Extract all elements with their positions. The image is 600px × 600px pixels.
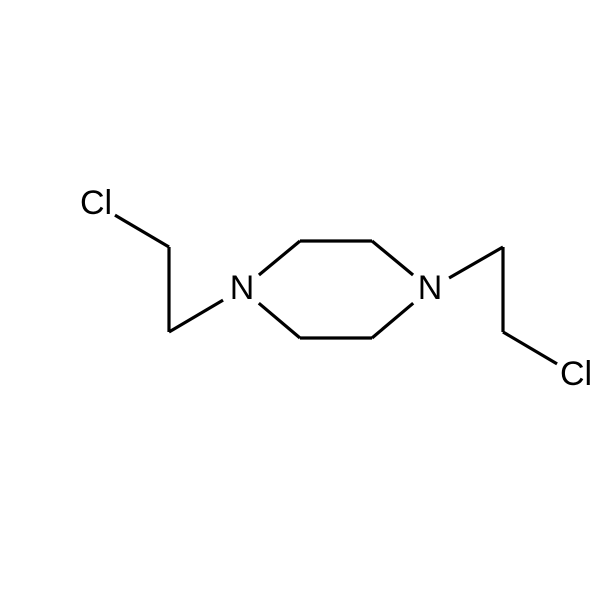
atom-label-n: N — [418, 269, 443, 307]
atom-label-n: N — [230, 269, 255, 307]
bond — [503, 332, 557, 364]
bond — [372, 303, 413, 338]
bond — [449, 247, 503, 278]
bond — [259, 303, 300, 338]
bond — [115, 215, 169, 247]
bond — [259, 241, 300, 275]
bond — [372, 241, 413, 275]
atom-label-cl: Cl — [80, 184, 112, 222]
molecule-diagram: Cl N N Cl — [0, 0, 600, 600]
bond — [169, 300, 223, 332]
atom-label-cl: Cl — [560, 355, 592, 393]
